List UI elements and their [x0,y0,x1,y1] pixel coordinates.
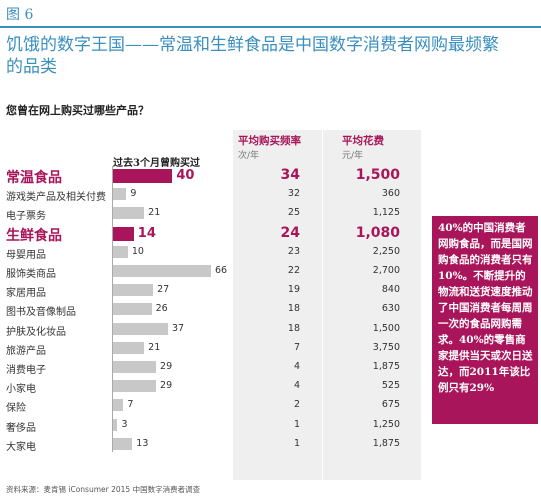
category-label: 生鲜食品 [6,227,62,244]
category-label: 护肤及化妆品 [6,326,66,338]
category-label: 服饰类商品 [6,269,56,280]
frequency-value: 22 [287,265,300,276]
category-label: 旅游产品 [6,345,46,357]
spend-unit: 元/年 [342,151,364,161]
spend-value: 630 [381,303,400,315]
bar-value-label: 3 [121,418,128,430]
spend-value: 3,750 [372,341,400,353]
bar [113,418,118,431]
bar [113,322,168,335]
bar [113,380,157,393]
category-label: 常温食品 [6,170,62,186]
chart-title: 饥饿的数字王国——常温和生鲜食品是中国数字消费者网购最频繁的品类 [6,35,499,77]
bar [113,245,128,258]
spend-value: 840 [381,284,400,296]
bar-value-label: 14 [137,225,156,241]
spend-value: 1,250 [372,418,400,430]
source-note: 资料来源：麦肯锡 iConsumer 2015 中国数字消费者调查 [6,485,201,494]
spend-value: 525 [381,380,400,392]
frequency-value: 23 [287,245,300,257]
frequency-value: 4 [293,380,300,392]
bar [113,437,133,450]
category-label: 保险 [6,403,26,415]
spend-value: 2,700 [372,265,400,276]
bar [113,207,145,220]
bar-value-label: 66 [215,265,228,276]
stats-column-divider [322,130,323,480]
frequency-value: 1 [293,437,300,449]
bar-value-label: 13 [136,437,149,449]
bar [113,341,145,354]
frequency-value: 4 [293,361,300,372]
bar-value-label: 29 [160,361,173,372]
bar-column-header: 过去3个月曾购买过 [113,158,200,169]
figure-label: 图 6 [6,7,34,23]
spend-value: 2,250 [372,245,400,257]
frequency-value: 2 [293,399,300,411]
stats-column-background [233,130,421,480]
bar [113,399,124,412]
bar [113,226,134,241]
spend-value: 675 [381,399,400,411]
spend-value: 1,875 [372,437,400,449]
bar [113,169,173,183]
spend-value: 1,125 [372,207,400,219]
spend-header: 平均花费 [342,135,384,147]
bar [113,361,157,373]
category-label: 游戏类产品及相关付费 [6,192,106,204]
spend-value: 1,875 [372,361,400,372]
category-label: 消费电子 [6,365,46,376]
callout-box: 40%的中国消费者网购食品，而是国网购食品的消费者只有10%。不断提升的物流和送… [432,216,538,424]
bar-value-label: 27 [157,284,170,296]
category-label: 小家电 [6,384,36,396]
bar-value-label: 40 [176,168,195,183]
frequency-value: 18 [287,303,300,315]
bar-value-label: 37 [171,322,185,334]
frequency-value: 34 [280,167,300,183]
frequency-value: 1 [293,418,300,430]
spend-value: 1,500 [372,322,400,334]
bar-value-label: 21 [148,341,161,353]
bar-value-label: 9 [130,188,137,200]
category-label: 奢侈品 [6,422,36,434]
frequency-header: 平均购买频率 [238,135,301,147]
frequency-value: 18 [287,322,300,334]
category-label: 母婴用品 [6,249,46,261]
frequency-value: 7 [293,341,300,353]
bar-value-label: 10 [131,245,144,257]
category-label: 大家电 [6,441,36,453]
frequency-value: 19 [287,284,300,296]
spend-value: 1,080 [355,224,400,241]
category-label: 图书及音像制品 [6,307,76,319]
frequency-value: 24 [280,224,300,241]
frequency-unit: 次/年 [238,151,260,161]
bar [113,284,154,297]
survey-question: 您曾在网上购买过哪些产品？ [6,104,149,117]
spend-value: 360 [381,188,400,200]
bar-value-label: 21 [148,207,161,219]
category-label: 电子票务 [6,211,46,223]
figure-header: 图 6 [0,0,541,26]
bar-value-label: 29 [160,380,173,392]
bar [113,188,127,201]
bar-value-label: 7 [127,399,134,411]
bar [113,303,152,316]
bar-axis-line [112,166,113,452]
bar-value-label: 26 [155,303,168,315]
bar [113,265,211,277]
spend-value: 1,500 [355,167,400,183]
header-rule [0,26,541,28]
frequency-value: 25 [287,207,300,219]
category-label: 家居用品 [6,288,46,300]
frequency-value: 32 [287,188,300,200]
